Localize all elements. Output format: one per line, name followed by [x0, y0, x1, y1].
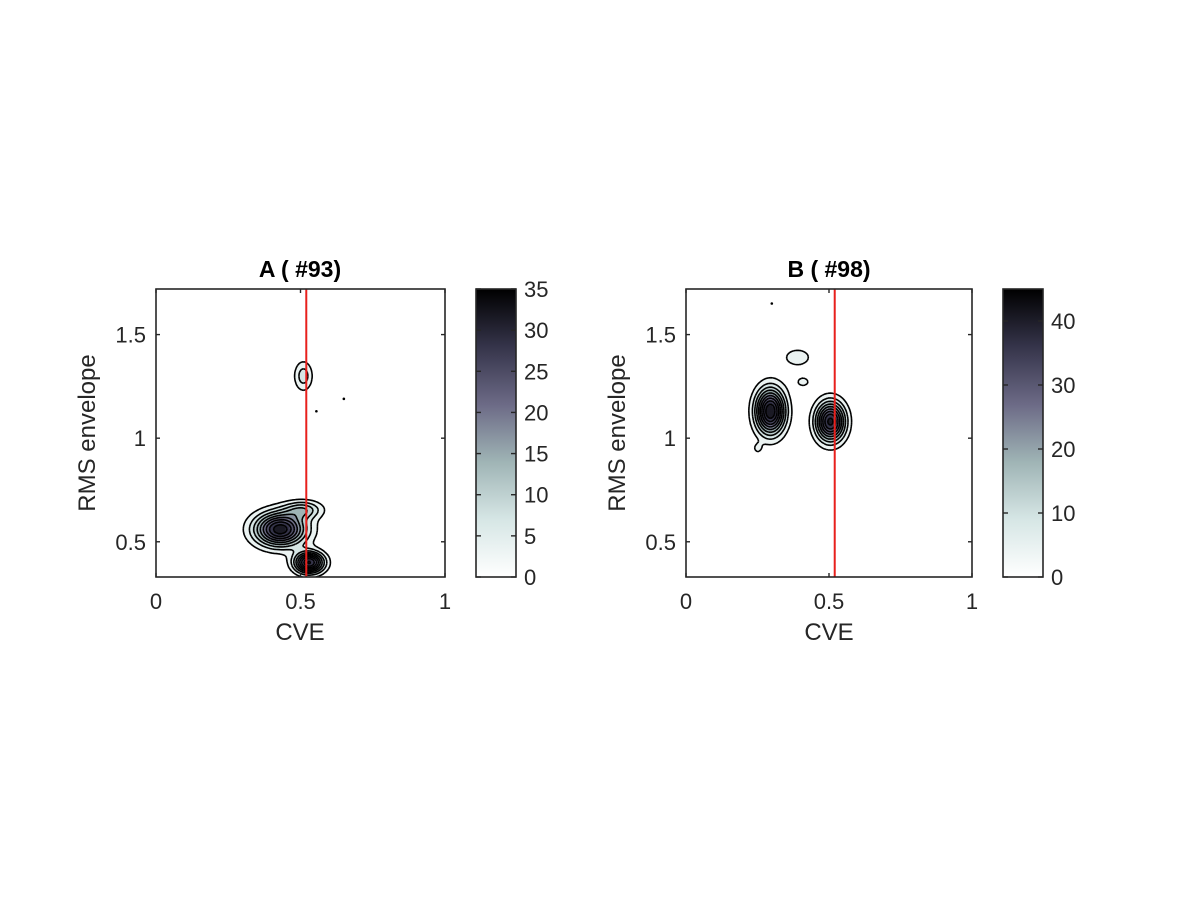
- panel-a-colorbar: 0 5 10 15 20 25 30 35: [475, 277, 548, 590]
- panel-b-y-axis-label: RMS envelope: [604, 354, 631, 511]
- panel-a-colorbar-gradient: [476, 289, 516, 577]
- panel-b-colorbar-tick-label: 0: [1051, 565, 1063, 590]
- panel-a-stray-point: [342, 397, 346, 401]
- panel-b-x-tick-label: 1: [966, 589, 978, 614]
- panel-a-contour-level: [242, 361, 332, 577]
- panel-a-stray-point: [315, 409, 318, 413]
- panel-b-colorbar-tick-label: 10: [1051, 501, 1075, 526]
- panel-b-contour-level: [765, 403, 834, 426]
- panel-a-colorbar-frame: [475, 288, 517, 578]
- panel-a-y-tick-label: 1: [134, 426, 146, 451]
- panel-a-colorbar-tick-label: 15: [524, 442, 548, 467]
- panel-b-contour-level: [761, 397, 839, 433]
- panel-a-x-tick-label: 0.5: [285, 589, 316, 614]
- panel-b-contour-level: [757, 392, 843, 438]
- panel-a-x-tick-label: 0: [150, 589, 162, 614]
- panel-b-x-axis-label: CVE: [804, 619, 853, 646]
- panel-b-colorbar-gradient: [1003, 289, 1043, 577]
- panel-b: B ( #98) 0 0.5 1 0.5 1 1.5 CVE RMS envelope 0…: [604, 256, 1075, 646]
- panel-a-contour-level: [262, 516, 320, 570]
- panel-a-colorbar-tick-label: 5: [524, 524, 536, 549]
- panel-a-colorbar-tick-label: 25: [524, 359, 548, 384]
- panel-a-contour-level: [248, 367, 328, 576]
- panel-b-colorbar-tick-label: 20: [1051, 437, 1075, 462]
- panel-b-y-tick-label: 0.5: [645, 530, 676, 555]
- panel-a-y-tick-label: 1.5: [115, 323, 146, 348]
- panel-a-colorbar-tick-label: 0: [524, 565, 536, 590]
- panel-a-title: A ( #93): [259, 256, 341, 282]
- panel-b-colorbar-tick-label: 30: [1051, 373, 1075, 398]
- panel-a-colorbar-tick-label: 10: [524, 483, 548, 508]
- panel-a-contour-level: [256, 507, 323, 573]
- panel-a-colorbar-tick-label: 35: [524, 277, 548, 302]
- panel-a-contour-level: [272, 524, 312, 565]
- panel-b-contour-level: [754, 386, 847, 443]
- panel-a: A ( #93) 0 0.5 1 0.5 1 1.5 CVE RMS envelope 0…: [74, 256, 548, 646]
- panel-a-y-axis-label: RMS envelope: [74, 354, 101, 511]
- panel-a-density-fill: [242, 362, 331, 577]
- panel-b-x-tick-label: 0: [680, 589, 692, 614]
- panel-a-contour-lines: [242, 361, 332, 577]
- panel-a-y-tick-label: 0.5: [115, 530, 146, 555]
- panel-b-contour-level: [748, 349, 853, 453]
- panel-b-colorbar-frame: [1002, 288, 1044, 578]
- panel-a-contour-level: [259, 513, 321, 572]
- panel-a-plot-area: 0 0.5 1 0.5 1 1.5: [115, 288, 451, 614]
- panel-a-x-axis-label: CVE: [275, 619, 324, 646]
- panel-a-colorbar-tick-label: 20: [524, 400, 548, 425]
- panel-b-contour-lines: [748, 349, 853, 453]
- panel-b-colorbar-tick-label: 40: [1051, 309, 1075, 334]
- panel-b-title: B ( #98): [787, 256, 870, 282]
- panel-b-colorbar: 0 10 20 30 40: [1002, 288, 1075, 590]
- panel-b-plot-area: 0 0.5 1 0.5 1 1.5: [645, 288, 978, 614]
- panel-b-contour-level: [756, 389, 845, 440]
- panel-a-x-tick-label: 1: [439, 589, 451, 614]
- panel-a-colorbar-tick-label: 30: [524, 318, 548, 343]
- panel-b-y-tick-label: 1.5: [645, 323, 676, 348]
- panel-b-stray-point: [770, 302, 774, 305]
- panel-b-x-tick-label: 0.5: [814, 589, 845, 614]
- panel-b-contour-level: [751, 382, 849, 447]
- panel-b-y-tick-label: 1: [664, 426, 676, 451]
